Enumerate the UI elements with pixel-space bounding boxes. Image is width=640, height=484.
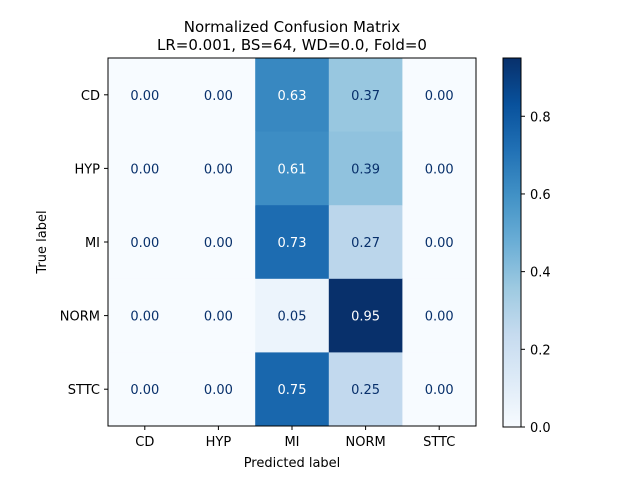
- heatmap-cells: [108, 58, 477, 427]
- heatmap-cell: [402, 352, 477, 427]
- cell-value-label: 0.95: [351, 310, 380, 325]
- heatmap-cell: [181, 58, 256, 133]
- x-tick-label: MI: [284, 435, 299, 450]
- colorbar-tick-label: 0.8: [530, 110, 551, 125]
- heatmap-cell: [328, 352, 403, 427]
- heatmap-cell: [402, 278, 477, 353]
- heatmap-cell: [255, 278, 330, 353]
- cell-value-label: 0.00: [425, 89, 454, 104]
- heatmap-cell: [108, 205, 183, 280]
- heatmap-cell: [255, 131, 330, 206]
- cell-value-label: 0.00: [204, 310, 233, 325]
- colorbar-tick-label: 0.2: [530, 343, 551, 358]
- cell-value-label: 0.00: [204, 89, 233, 104]
- cell-value-label: 0.75: [278, 383, 307, 398]
- y-axis-ticks: CD HYP MI NORM STTC: [60, 89, 108, 398]
- heatmap-cell: [255, 58, 330, 133]
- heatmap-cell: [181, 205, 256, 280]
- heatmap-cell: [255, 205, 330, 280]
- heatmap-cell: [181, 131, 256, 206]
- chart-title-line1: Normalized Confusion Matrix: [184, 18, 401, 36]
- cell-value-label: 0.61: [278, 162, 307, 177]
- heatmap-cell: [181, 352, 256, 427]
- heatmap-cell: [328, 205, 403, 280]
- y-tick-label: NORM: [60, 310, 100, 325]
- y-axis-label: True label: [35, 210, 50, 274]
- plot-frame: [107, 57, 477, 427]
- cell-value-label: 0.00: [130, 383, 159, 398]
- x-tick-label: NORM: [345, 435, 385, 450]
- heatmap-cell-labels: 0.00 0.00 0.63 0.37 0.00 0.00 0.00 0.61 0.39 0.00…: [130, 89, 453, 398]
- cell-value-label: 0.27: [351, 236, 380, 251]
- cell-value-label: 0.39: [351, 162, 380, 177]
- x-axis-ticks: CD HYP MI NORM STTC: [135, 426, 455, 450]
- heatmap-cell: [108, 58, 183, 133]
- heatmap-cell: [402, 58, 477, 133]
- x-axis-label: Predicted label: [244, 456, 341, 471]
- heatmap-cell: [328, 278, 403, 353]
- cell-value-label: 0.00: [425, 236, 454, 251]
- y-tick-label: STTC: [68, 383, 100, 398]
- heatmap-cell: [108, 131, 183, 206]
- cell-value-label: 0.00: [130, 236, 159, 251]
- heatmap-cell: [181, 278, 256, 353]
- cell-value-label: 0.37: [351, 89, 380, 104]
- colorbar: [502, 57, 522, 428]
- cell-value-label: 0.00: [425, 383, 454, 398]
- heatmap-cell: [402, 205, 477, 280]
- y-tick-label: MI: [85, 236, 100, 251]
- chart-title-line2: LR=0.001, BS=64, WD=0.0, Fold=0: [157, 36, 427, 54]
- heatmap-cell: [328, 58, 403, 133]
- heatmap-cell: [255, 352, 330, 427]
- heatmap-cell: [402, 131, 477, 206]
- cell-value-label: 0.00: [425, 162, 454, 177]
- cell-value-label: 0.00: [204, 162, 233, 177]
- colorbar-tick-label: 0.6: [530, 188, 551, 203]
- cell-value-label: 0.00: [204, 383, 233, 398]
- heatmap-cell: [108, 352, 183, 427]
- cell-value-label: 0.05: [278, 310, 307, 325]
- x-tick-label: STTC: [423, 435, 455, 450]
- cell-value-label: 0.63: [278, 89, 307, 104]
- cell-value-label: 0.00: [425, 310, 454, 325]
- cell-value-label: 0.00: [130, 89, 159, 104]
- colorbar-ticks: 0.0 0.2 0.4 0.6 0.8: [521, 110, 551, 436]
- cell-value-label: 0.00: [130, 310, 159, 325]
- cell-value-label: 0.25: [351, 383, 380, 398]
- cell-value-label: 0.00: [130, 162, 159, 177]
- cell-value-label: 0.73: [278, 236, 307, 251]
- y-tick-label: CD: [81, 89, 100, 104]
- x-tick-label: HYP: [206, 435, 232, 450]
- heatmap-cell: [108, 278, 183, 353]
- y-tick-label: HYP: [74, 162, 100, 177]
- heatmap-cell: [328, 131, 403, 206]
- colorbar-tick-label: 0.0: [530, 421, 551, 436]
- cell-value-label: 0.00: [204, 236, 233, 251]
- x-tick-label: CD: [135, 435, 154, 450]
- colorbar-tick-label: 0.4: [530, 266, 551, 281]
